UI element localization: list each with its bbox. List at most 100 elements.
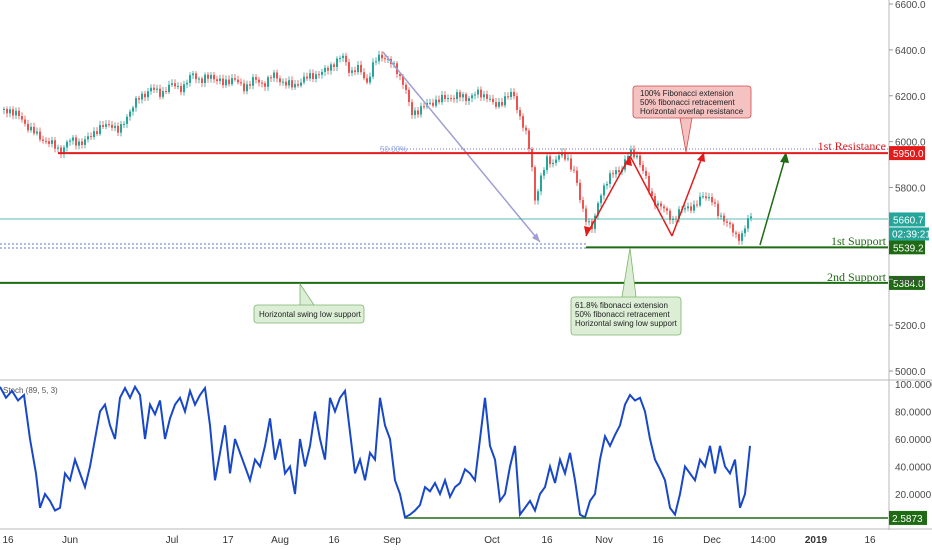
candle-body xyxy=(51,140,53,144)
candle-body xyxy=(495,102,497,107)
candle-body xyxy=(726,221,728,223)
retracement-trend-arrow xyxy=(382,51,541,243)
candle-body xyxy=(60,147,62,155)
candle-body xyxy=(270,77,272,79)
candle-body xyxy=(579,182,581,201)
extension-leg-up xyxy=(585,155,631,237)
candle-body xyxy=(234,78,236,80)
candle-body xyxy=(189,75,191,83)
candle-body xyxy=(732,224,734,233)
time-axis[interactable]: 16 Jun Jul 17 Aug 16 Sep Oct 16 Nov 16 Dec 14:00 2019… xyxy=(2,534,876,547)
candle-body xyxy=(72,137,74,141)
candle-body xyxy=(24,119,26,124)
candle-body xyxy=(243,83,245,92)
candle-body xyxy=(669,210,671,221)
candle-body xyxy=(117,125,119,133)
candle-body xyxy=(459,92,461,98)
candle-body xyxy=(552,162,554,165)
candle-body xyxy=(531,148,533,168)
candle-body xyxy=(474,94,476,96)
extension-arrowhead xyxy=(624,156,632,166)
candle-body xyxy=(186,82,188,85)
candle-body xyxy=(45,140,47,142)
candle-body xyxy=(3,108,5,110)
candle-body xyxy=(723,215,725,222)
candle-body xyxy=(666,208,668,211)
candle-body xyxy=(573,169,575,171)
time-tick-label: Dec xyxy=(703,535,721,546)
support-note-line: Horizontal swing low support xyxy=(575,319,678,328)
candle-body xyxy=(402,76,404,85)
swing-low-note-box xyxy=(253,304,365,324)
candle-body xyxy=(423,106,425,108)
candle-body xyxy=(699,196,701,206)
time-tick-label: 14:00 xyxy=(750,535,775,546)
candle-body xyxy=(729,222,731,225)
candle-body xyxy=(339,58,341,60)
candle-body xyxy=(144,93,146,98)
candle-body xyxy=(663,206,665,209)
resistance-note-box xyxy=(632,85,752,119)
candle-body xyxy=(414,110,416,115)
price-axis[interactable]: 6600.0 6400.0 6200.0 6000.0 5800.0 5400.0 5200… xyxy=(889,0,931,378)
candle-body xyxy=(516,96,518,111)
candle-body xyxy=(492,98,494,103)
candle-body xyxy=(564,152,566,160)
countdown-text: 02:39:21 xyxy=(892,229,931,240)
support-note-line: 50% fibonacci retracement xyxy=(575,310,670,319)
candle-body xyxy=(318,74,320,76)
candle-body xyxy=(264,83,266,87)
candle-body xyxy=(237,79,239,83)
resistance-note-line: 100% Fibonacci extension xyxy=(640,89,733,98)
candle-body xyxy=(540,175,542,192)
candle-body xyxy=(132,107,134,112)
candle-body xyxy=(108,124,110,126)
candle-body xyxy=(156,88,158,90)
stoch-indicator-label: Stoch (89, 5, 3) xyxy=(3,386,58,395)
candle-body xyxy=(168,84,170,93)
candle-body xyxy=(81,141,83,145)
candle-body xyxy=(354,70,356,73)
candle-body xyxy=(468,98,470,101)
candle-body xyxy=(528,130,530,149)
candle-body xyxy=(336,58,338,67)
candle-body xyxy=(141,93,143,100)
candle-body xyxy=(408,89,410,103)
candle-body xyxy=(477,89,479,95)
candle-body xyxy=(450,98,452,100)
candle-body xyxy=(444,94,446,99)
candle-body xyxy=(39,131,41,140)
candle-body xyxy=(321,71,323,75)
stoch-value-text: 2.5873 xyxy=(892,514,923,525)
countdown-badge xyxy=(889,227,929,241)
price-tick-label: 5800.0 xyxy=(895,184,926,195)
candle-body xyxy=(471,95,473,99)
candle-body xyxy=(570,158,572,170)
candle-body xyxy=(327,67,329,71)
candle-body xyxy=(276,72,278,79)
price-tick-label: 6000.0 xyxy=(895,138,926,149)
candle-body xyxy=(555,159,557,163)
candle-body xyxy=(504,96,506,106)
first-support-price-badge xyxy=(889,240,925,255)
candle-body xyxy=(297,84,299,86)
candle-body xyxy=(546,156,548,171)
candle-body xyxy=(30,126,32,131)
candle-body xyxy=(294,84,296,88)
candle-body xyxy=(417,110,419,115)
extension-leg-target xyxy=(671,151,705,237)
price-tick-label: 5400.0 xyxy=(895,275,926,286)
candle-body xyxy=(558,155,560,160)
stoch-tick-label: 100.0000 xyxy=(895,380,932,391)
candle-body xyxy=(309,73,311,79)
candle-body xyxy=(447,98,449,100)
level-lines: 1st Resistance 5950.0 1st Support 5539.2 2nd… xyxy=(0,139,925,290)
candle-body xyxy=(342,55,344,59)
candle-body xyxy=(507,96,509,98)
candle-body xyxy=(360,64,362,73)
stoch-tick-label: 60.0000 xyxy=(895,435,932,446)
candle-body xyxy=(420,106,422,115)
candle-body xyxy=(240,82,242,84)
candle-body xyxy=(357,64,359,73)
candle-body xyxy=(111,124,113,128)
